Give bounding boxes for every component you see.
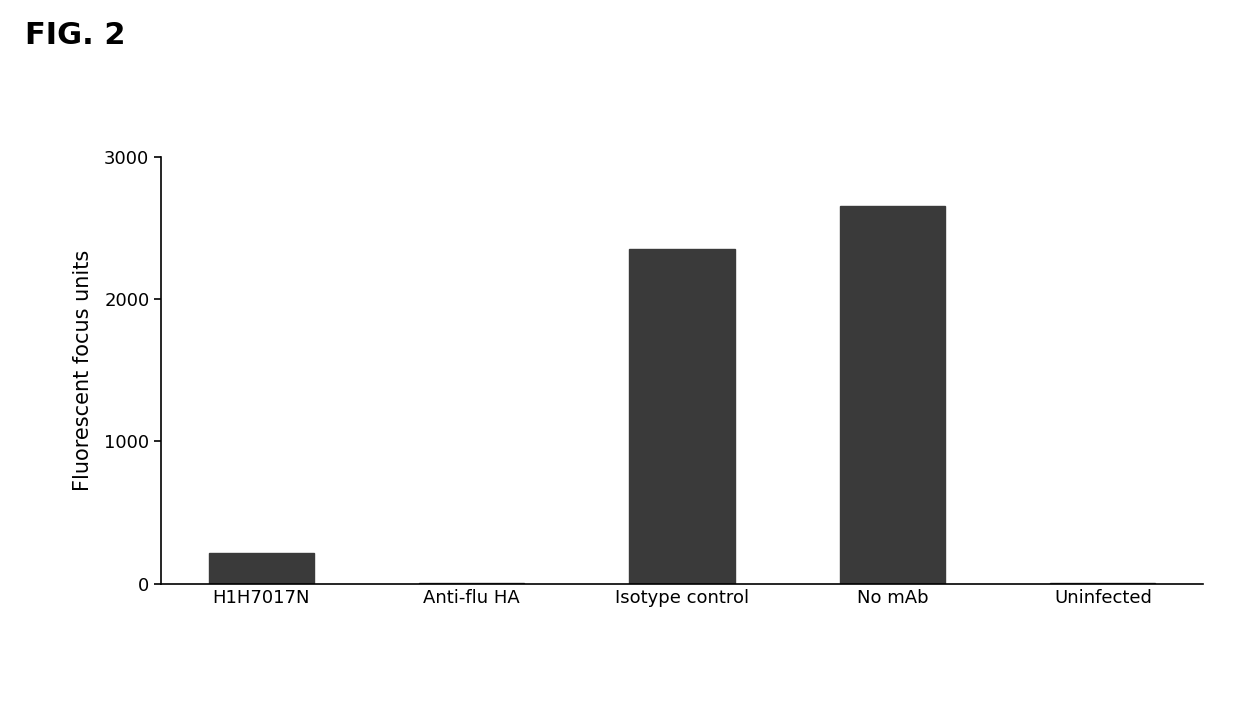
Y-axis label: Fluorescent focus units: Fluorescent focus units bbox=[73, 250, 93, 491]
Bar bbox=[630, 249, 734, 584]
Bar bbox=[1050, 583, 1156, 584]
Bar bbox=[839, 206, 945, 584]
Text: FIG. 2: FIG. 2 bbox=[25, 21, 125, 51]
Bar bbox=[419, 583, 525, 584]
Bar bbox=[208, 553, 314, 584]
